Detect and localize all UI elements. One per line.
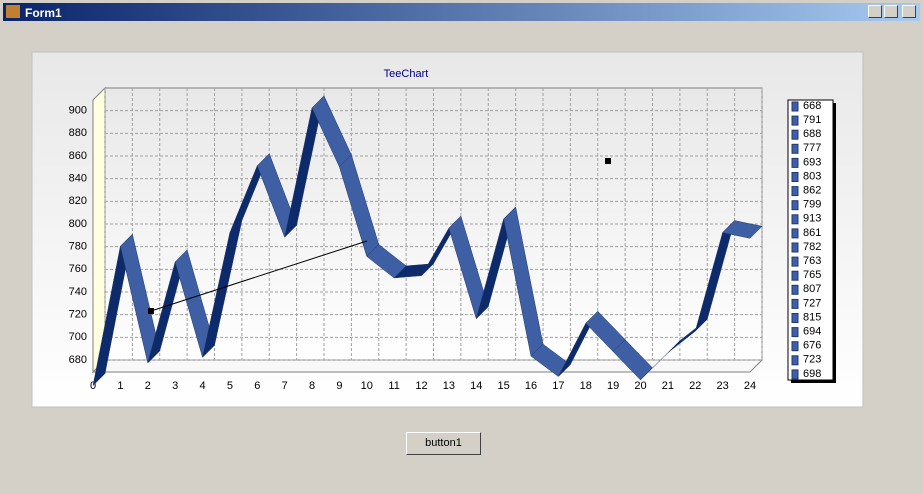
- left-wall: [92, 86, 106, 374]
- legend-label: 676: [803, 340, 821, 352]
- x-tick-label: 11: [388, 380, 399, 392]
- legend-swatch: [791, 242, 799, 253]
- legend-label: 777: [803, 142, 821, 154]
- close-button[interactable]: [902, 5, 916, 18]
- legend-label: 765: [803, 269, 821, 281]
- legend-swatch: [791, 143, 799, 154]
- legend-label: 693: [803, 156, 821, 168]
- legend-swatch: [791, 256, 799, 267]
- x-tick-label: 12: [415, 380, 427, 392]
- legend-swatch: [791, 284, 799, 295]
- x-tick-label: 9: [336, 380, 342, 392]
- legend-swatch: [791, 270, 799, 281]
- x-tick-label: 17: [552, 380, 564, 392]
- x-tick-label: 10: [361, 380, 373, 392]
- legend-swatch: [791, 101, 799, 112]
- x-tick-label: 6: [254, 380, 260, 392]
- drawn-line: [150, 240, 368, 312]
- legend-label: 723: [803, 354, 821, 366]
- minimize-button[interactable]: [868, 5, 882, 18]
- x-tick-label: 5: [227, 380, 233, 392]
- x-tick-label: 21: [662, 380, 674, 392]
- legend-swatch: [791, 298, 799, 309]
- legend-swatch: [791, 341, 799, 352]
- legend-swatch: [791, 327, 799, 338]
- y-tick-label: 840: [69, 173, 87, 185]
- legend-swatch: [791, 228, 799, 239]
- button[interactable]: button1: [406, 432, 481, 455]
- y-tick-label: 760: [69, 263, 87, 275]
- line-handle: [605, 158, 611, 164]
- legend-swatch: [791, 129, 799, 140]
- legend-label: 803: [803, 170, 821, 182]
- y-tick-label: 900: [69, 105, 87, 117]
- legend-label: 782: [803, 241, 821, 253]
- legend-label: 763: [803, 255, 821, 267]
- y-tick-label: 680: [69, 354, 87, 366]
- y-tick-label: 780: [69, 241, 87, 253]
- legend-label: 791: [803, 114, 821, 126]
- legend-label: 862: [803, 185, 821, 197]
- x-tick-label: 20: [634, 380, 646, 392]
- y-tick-label: 720: [69, 309, 87, 321]
- legend-swatch: [791, 157, 799, 168]
- legend-swatch: [791, 313, 799, 323]
- x-tick-label: 8: [309, 380, 315, 392]
- x-tick-label: 4: [199, 380, 205, 392]
- legend-swatch: [791, 172, 799, 182]
- x-tick-label: 16: [525, 380, 537, 392]
- legend-label: 668: [803, 100, 821, 112]
- chart-title: TeeChart: [384, 68, 429, 80]
- legend-swatch: [791, 369, 799, 380]
- floor: [91, 359, 764, 373]
- legend-label: 861: [803, 227, 821, 239]
- x-tick-label: 15: [498, 380, 510, 392]
- window-title: Form1: [25, 6, 62, 20]
- x-tick-label: 3: [172, 380, 178, 392]
- x-tick-label: 13: [443, 380, 455, 392]
- y-tick-label: 740: [69, 286, 87, 298]
- legend-label: 815: [803, 311, 821, 323]
- legend-swatch: [791, 214, 799, 225]
- x-tick-label: 2: [145, 380, 151, 392]
- legend-swatch: [791, 355, 799, 366]
- y-tick-label: 700: [69, 331, 87, 343]
- x-tick-label: 7: [282, 380, 288, 392]
- maximize-button[interactable]: [884, 5, 898, 18]
- x-tick-label: 14: [470, 380, 482, 392]
- x-tick-label: 1: [117, 380, 123, 392]
- legend-label: 799: [803, 199, 821, 211]
- x-tick-label: 23: [717, 380, 729, 392]
- y-tick-label: 880: [69, 127, 87, 139]
- app-icon: [6, 5, 20, 18]
- x-tick-label: 18: [580, 380, 592, 392]
- title-bar: Form1: [3, 3, 920, 21]
- legend-swatch: [791, 115, 799, 126]
- legend-label: 913: [803, 213, 821, 225]
- x-tick-label: 22: [689, 380, 701, 392]
- legend-label: 688: [803, 128, 821, 140]
- y-tick-label: 800: [69, 218, 87, 230]
- legend-label: 694: [803, 326, 821, 338]
- legend-label: 698: [803, 368, 821, 380]
- ribbon-segment: [722, 220, 763, 239]
- legend-label: 727: [803, 297, 821, 309]
- series: [92, 95, 763, 387]
- legend-items: 668 791 688 777 693 803 862 799 913 861 782 763 765 8…: [791, 100, 821, 380]
- line-handle: [148, 308, 154, 314]
- legend-label: 807: [803, 283, 821, 295]
- x-tick-label: 24: [744, 380, 756, 392]
- legend-swatch: [791, 200, 799, 211]
- y-tick-label: 820: [69, 195, 87, 207]
- legend-swatch: [791, 186, 799, 197]
- x-tick-label: 19: [607, 380, 619, 392]
- y-tick-label: 860: [69, 150, 87, 162]
